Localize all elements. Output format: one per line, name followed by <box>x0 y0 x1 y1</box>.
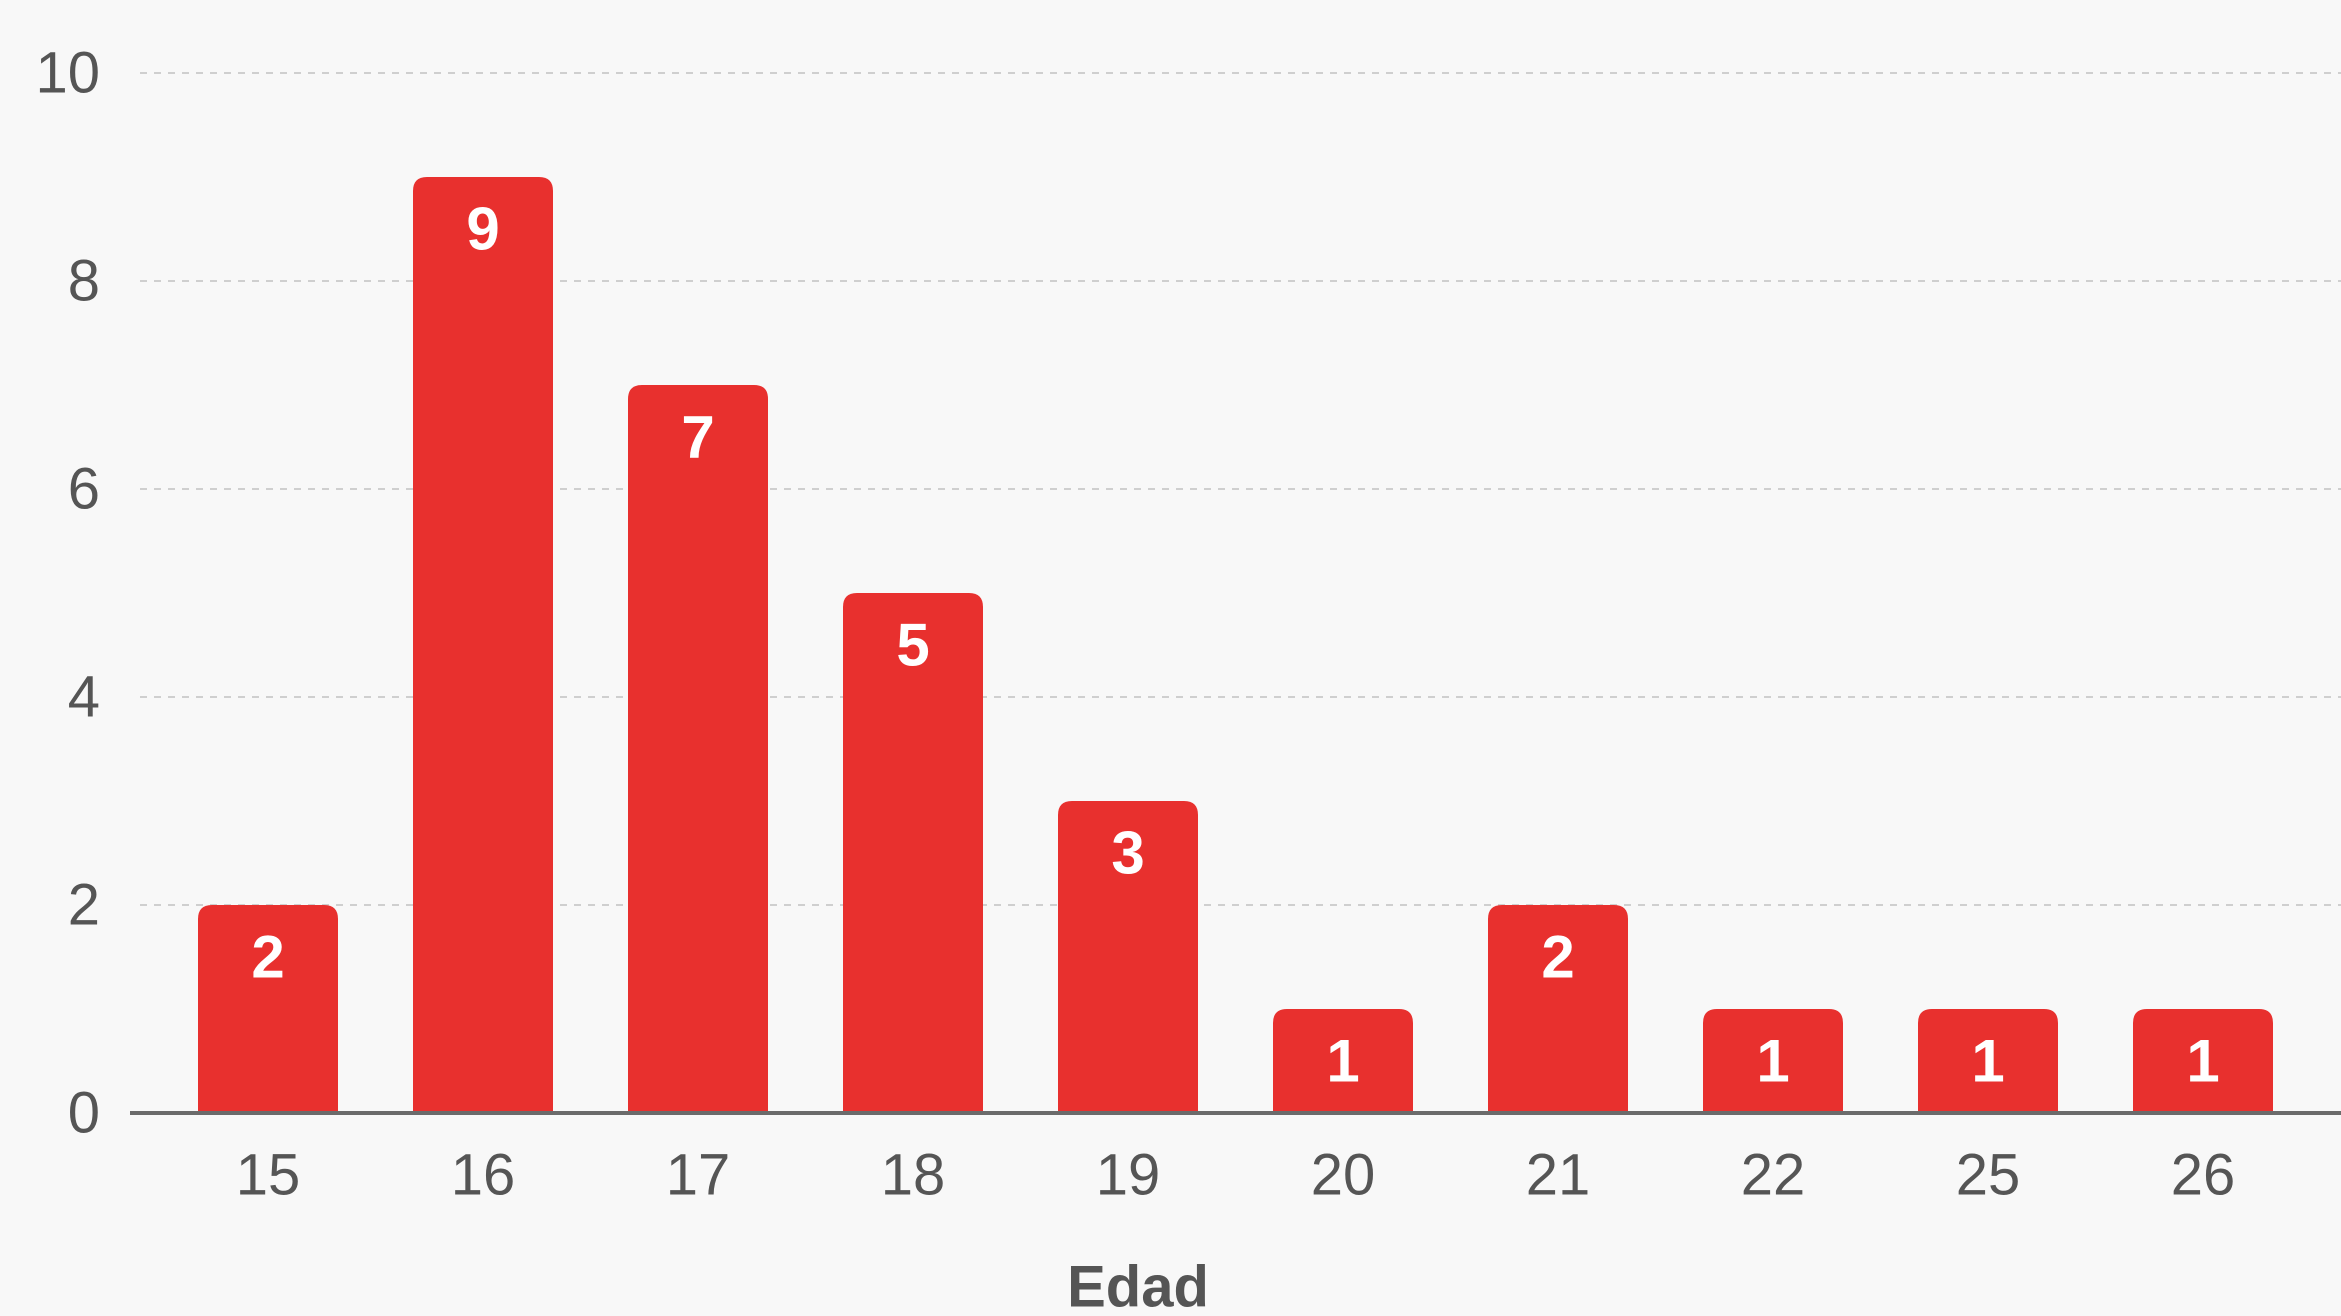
data-label: 7 <box>681 404 714 471</box>
y-tick-label: 2 <box>68 873 100 938</box>
x-tick-label: 16 <box>451 1143 516 1208</box>
data-label: 2 <box>1541 924 1574 991</box>
data-label: 2 <box>251 924 284 991</box>
bar-25 <box>1918 1009 2058 1113</box>
x-tick-label: 18 <box>881 1143 946 1208</box>
y-tick-label: 10 <box>35 41 100 106</box>
data-label: 1 <box>1756 1028 1789 1095</box>
y-tick-label: 8 <box>68 249 100 314</box>
data-label: 5 <box>896 612 929 679</box>
bars: 2 9 7 5 3 1 2 1 1 1 <box>198 177 2273 1113</box>
bar-15 <box>198 905 338 1113</box>
y-tick-label: 4 <box>68 665 100 730</box>
y-tick-label: 0 <box>68 1081 100 1146</box>
bar-17 <box>628 385 768 1113</box>
bar-18 <box>843 593 983 1113</box>
data-label: 1 <box>1326 1028 1359 1095</box>
x-tick-label: 15 <box>236 1143 301 1208</box>
bar-21 <box>1488 905 1628 1113</box>
x-tick-label: 21 <box>1526 1143 1591 1208</box>
x-tick-label: 25 <box>1956 1143 2021 1208</box>
bar-19 <box>1058 801 1198 1113</box>
x-axis-title: Edad <box>1067 1255 1209 1316</box>
data-label: 1 <box>2186 1028 2219 1095</box>
x-tick-label: 17 <box>666 1143 731 1208</box>
bar-16 <box>413 177 553 1113</box>
x-tick-label: 26 <box>2171 1143 2236 1208</box>
y-tick-label: 6 <box>68 457 100 522</box>
data-label: 1 <box>1971 1028 2004 1095</box>
y-axis-ticks: 0 2 4 6 8 10 <box>35 41 100 1146</box>
data-label: 3 <box>1111 820 1144 887</box>
data-label: 9 <box>466 196 499 263</box>
x-tick-label: 20 <box>1311 1143 1376 1208</box>
x-axis-ticks: 15 16 17 18 19 20 21 22 25 26 <box>236 1143 2236 1208</box>
bar-20 <box>1273 1009 1413 1113</box>
x-tick-label: 19 <box>1096 1143 1161 1208</box>
bar-22 <box>1703 1009 1843 1113</box>
x-tick-label: 22 <box>1741 1143 1806 1208</box>
bar-26 <box>2133 1009 2273 1113</box>
